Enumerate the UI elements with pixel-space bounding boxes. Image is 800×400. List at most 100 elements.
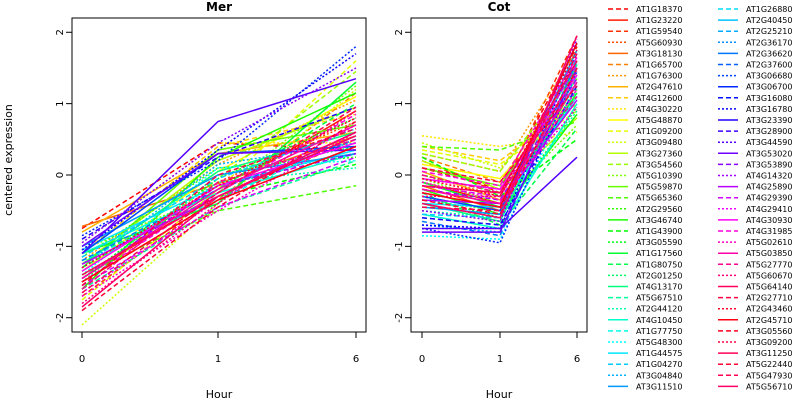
legend-label: AT3G06680	[746, 72, 792, 81]
legend-label: AT3G05590	[636, 238, 682, 247]
series-line	[421, 67, 578, 216]
series-line	[421, 56, 578, 219]
legend-label: AT1G26880	[746, 5, 792, 14]
legend-label: AT1G76300	[636, 72, 682, 81]
legend-label: AT4G25890	[746, 183, 792, 192]
legend-item: AT3G05560	[718, 327, 792, 336]
series-line	[421, 110, 578, 166]
legend-label: AT5G22440	[746, 360, 792, 369]
legend-label: AT3G06700	[746, 83, 792, 92]
series-line	[421, 60, 578, 237]
legend-item: AT2G25210	[718, 27, 792, 36]
legend-item: AT2G37600	[718, 61, 792, 70]
legend-item: AT3G09480	[608, 138, 682, 147]
legend-label: AT3G09200	[746, 338, 792, 347]
legend-label: AT4G30930	[746, 216, 792, 225]
series-line	[81, 81, 357, 255]
legend-label: AT3G46740	[636, 216, 682, 225]
series-line	[81, 117, 357, 269]
series-line	[421, 67, 578, 183]
x-tick-label: 1	[497, 354, 503, 365]
legend-item: AT3G23390	[718, 116, 792, 125]
legend-item: AT5G48300	[608, 338, 682, 347]
plot-frame	[410, 17, 588, 333]
legend-item: AT5G27770	[718, 260, 792, 269]
series-line	[81, 117, 357, 280]
legend-label: AT3G53020	[746, 149, 792, 158]
legend-item: AT3G53020	[718, 149, 792, 158]
legend-label: AT3G53890	[746, 160, 792, 169]
x-tick-label: 0	[79, 354, 85, 365]
legend-label: AT1G04270	[636, 360, 682, 369]
legend-item: AT3G27360	[608, 149, 682, 158]
legend-label: AT5G27770	[746, 260, 792, 269]
panel-title-cot: Cot	[488, 0, 511, 14]
legend-label: AT3G09480	[636, 138, 682, 147]
legend-item: AT3G11510	[608, 382, 682, 391]
legend-item: AT5G59870	[608, 183, 682, 192]
legend-item: AT2G29560	[608, 205, 682, 214]
series-line	[81, 77, 357, 255]
legend-item: AT1G09200	[608, 127, 682, 136]
legend-item: AT2G36620	[718, 49, 792, 58]
series-line	[421, 81, 578, 205]
legend-label: AT5G60930	[636, 38, 682, 47]
legend-item: AT5G47930	[718, 371, 792, 380]
legend-label: AT5G02610	[746, 238, 792, 247]
legend-label: AT3G18130	[636, 49, 682, 58]
legend-label: AT5G60670	[746, 271, 792, 280]
legend-item: AT3G18130	[608, 49, 682, 58]
x-tick-label: 6	[353, 354, 359, 365]
legend-item: AT4G10450	[608, 316, 682, 325]
legend-item: AT3G44590	[718, 138, 792, 147]
legend-label: AT5G67510	[636, 294, 682, 303]
legend-item: AT5G65360	[608, 194, 682, 203]
legend-item: AT2G45710	[718, 316, 792, 325]
legend-label: AT3G16780	[746, 105, 792, 114]
legend-label: AT5G59870	[636, 183, 682, 192]
legend-label: AT1G18370	[636, 5, 682, 14]
legend-label: AT2G36620	[746, 49, 792, 58]
series-line	[421, 49, 578, 198]
legend-item: AT4G25890	[718, 183, 792, 192]
panel-title-mer: Mer	[206, 0, 232, 14]
legend-item: AT3G28900	[718, 127, 792, 136]
legend-label: AT5G64140	[746, 283, 792, 292]
legend-item: AT1G65700	[608, 61, 682, 70]
legend-label: AT5G10390	[636, 172, 682, 181]
x-axis-label-cot: Hour	[486, 388, 513, 400]
series-line	[421, 64, 578, 198]
legend-label: AT2G27710	[746, 294, 792, 303]
y-tick-label: -1	[55, 241, 66, 251]
legend-label: AT2G25210	[746, 27, 792, 36]
legend-label: AT2G44120	[636, 305, 682, 314]
legend-label: AT5G47930	[746, 371, 792, 380]
legend-item: AT2G27710	[718, 294, 792, 303]
y-tick-label: -2	[55, 313, 66, 323]
series-line	[81, 142, 357, 272]
legend-item: AT5G67510	[608, 294, 682, 303]
y-tick-label: -2	[394, 313, 405, 323]
legend-label: AT3G27360	[636, 149, 682, 158]
x-axis-label-mer: Hour	[206, 388, 233, 400]
legend-label: AT1G77750	[636, 327, 682, 336]
legend-item: AT2G40450	[718, 16, 792, 25]
legend-item: AT4G31985	[718, 227, 792, 236]
legend-label: AT2G40450	[746, 16, 792, 25]
series-line	[421, 78, 578, 201]
legend-item: AT3G06680	[718, 72, 792, 81]
series-line	[421, 64, 578, 223]
legend-label: AT3G28900	[746, 127, 792, 136]
series-line	[81, 159, 357, 290]
legend-label: AT4G29410	[746, 205, 792, 214]
legend-label: AT3G11250	[746, 349, 792, 358]
legend-label: AT2G45710	[746, 316, 792, 325]
legend-label: AT1G43900	[636, 227, 682, 236]
legend-item: AT5G48870	[608, 116, 682, 125]
series-line	[421, 85, 578, 226]
legend-item: AT3G11250	[718, 349, 792, 358]
legend-label: AT2G36170	[746, 38, 792, 47]
legend: AT1G18370 AT1G23220 AT1G59540 AT5G60930 AT3G…	[608, 5, 792, 391]
y-axis-label: centered expression	[2, 104, 15, 216]
